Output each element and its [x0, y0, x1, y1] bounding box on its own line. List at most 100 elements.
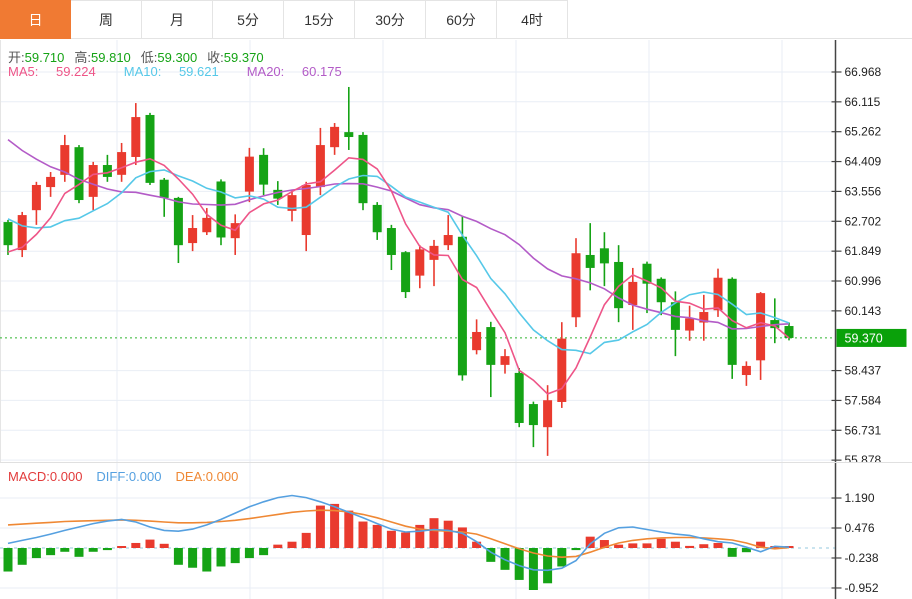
macd-bar — [656, 538, 666, 548]
panel-divider — [0, 462, 912, 463]
current-price-badge — [836, 328, 907, 347]
macd-bar — [472, 541, 482, 548]
macd-bar — [3, 548, 13, 572]
macd-bar — [244, 548, 254, 559]
candle-body — [173, 197, 183, 246]
ma5-line — [7, 156, 790, 395]
candle-body — [88, 165, 98, 197]
candle-body — [642, 263, 652, 284]
macd-bar — [514, 548, 524, 580]
candle-body — [457, 236, 467, 376]
candle-body — [273, 189, 283, 199]
candle-body — [145, 114, 155, 183]
candle-body — [315, 145, 325, 188]
macd-bar — [131, 542, 141, 548]
y-axis-label: 0.476 — [845, 521, 875, 535]
ma10-line — [7, 169, 790, 355]
y-axis-label: 56.731 — [845, 423, 882, 437]
tab-1[interactable]: 周 — [71, 0, 142, 39]
candle-body — [415, 249, 425, 276]
macd-bar — [117, 546, 127, 548]
macd-bar — [457, 527, 467, 548]
candle-body — [614, 261, 624, 309]
diff-line — [7, 494, 790, 572]
timeframe-tab-bar: 日周月 5分 15分 30分 60分 4时 — [0, 0, 912, 39]
candle-body — [784, 326, 794, 338]
y-axis-label: 58.437 — [845, 364, 882, 378]
candle-body — [443, 235, 453, 246]
candle-body — [429, 245, 439, 260]
y-axis-label: -0.238 — [845, 551, 879, 565]
current-price-badge-text: 59.370 — [845, 331, 883, 345]
macd-bar — [74, 548, 84, 557]
macd-bar — [543, 548, 553, 584]
macd-bar — [571, 548, 581, 551]
candle-body — [500, 356, 510, 365]
y-axis-label: 60.996 — [845, 274, 882, 288]
candle-body — [557, 338, 567, 402]
macd-bar — [202, 548, 212, 572]
tab-4[interactable]: 15分 — [284, 0, 355, 39]
y-axis-label: 66.968 — [845, 65, 882, 79]
candle-body — [401, 252, 411, 293]
candle-body — [60, 145, 70, 175]
y-axis-label: 64.409 — [845, 155, 882, 169]
candle-body — [628, 281, 638, 306]
candles-group — [3, 86, 794, 456]
candle-body — [46, 176, 56, 188]
tab-0-active[interactable]: 日 — [0, 0, 71, 39]
macd-bar — [642, 543, 652, 548]
candle-body — [244, 156, 254, 192]
y-axis-label: 63.556 — [845, 184, 882, 198]
macd-bar — [386, 530, 396, 548]
macd-bar — [259, 548, 269, 556]
y-axis-label: 62.702 — [845, 214, 882, 228]
macd-bar — [358, 521, 368, 548]
tab-6[interactable]: 60分 — [426, 0, 497, 39]
candle-body — [3, 222, 13, 246]
candle-body — [727, 278, 737, 365]
macd-chart[interactable]: 1.190 0.476 -0.238 -0.952 — [0, 463, 912, 599]
macd-bar — [443, 520, 453, 548]
candle-body — [699, 312, 709, 323]
main-candlestick-chart[interactable]: 66.968 66.115 65.262 64.409 63.556 62.702 61.8… — [0, 40, 912, 462]
macd-bar — [628, 543, 638, 548]
candle-body — [486, 327, 496, 365]
tab-7[interactable]: 4时 — [497, 0, 568, 39]
candle-body — [287, 195, 297, 211]
candle-body — [599, 248, 609, 264]
macd-bar — [173, 548, 183, 565]
tab-2[interactable]: 月 — [142, 0, 213, 39]
tab-5[interactable]: 30分 — [355, 0, 426, 39]
candle-body — [188, 228, 198, 244]
candle-body — [330, 126, 340, 148]
macd-bar — [713, 542, 723, 548]
y-axis-label: -0.952 — [845, 581, 879, 595]
candle-body — [216, 181, 226, 238]
tab-3[interactable]: 5分 — [213, 0, 284, 39]
macd-bar — [46, 548, 56, 556]
candle-body — [656, 278, 666, 303]
macd-bar — [301, 532, 311, 548]
y-axis-label: 60.143 — [845, 304, 882, 318]
y-axis-label: 55.878 — [845, 453, 882, 462]
macd-bar — [585, 536, 595, 548]
candle-body — [301, 184, 311, 236]
macd-bar — [31, 548, 41, 559]
macd-bar — [344, 510, 354, 548]
macd-bar — [315, 505, 325, 548]
candle-body — [472, 331, 482, 351]
candle-body — [344, 132, 354, 138]
candle-body — [741, 365, 751, 376]
dea-line — [7, 509, 790, 559]
macd-bar — [145, 539, 155, 548]
macd-bar — [17, 548, 27, 565]
macd-bar — [756, 541, 766, 548]
macd-bar — [102, 548, 112, 551]
macd-bar — [727, 548, 737, 557]
candle-body — [585, 254, 595, 268]
candle-body — [31, 184, 41, 211]
macd-bar — [159, 543, 169, 548]
candle-body — [514, 372, 524, 423]
macd-bar — [699, 544, 709, 548]
